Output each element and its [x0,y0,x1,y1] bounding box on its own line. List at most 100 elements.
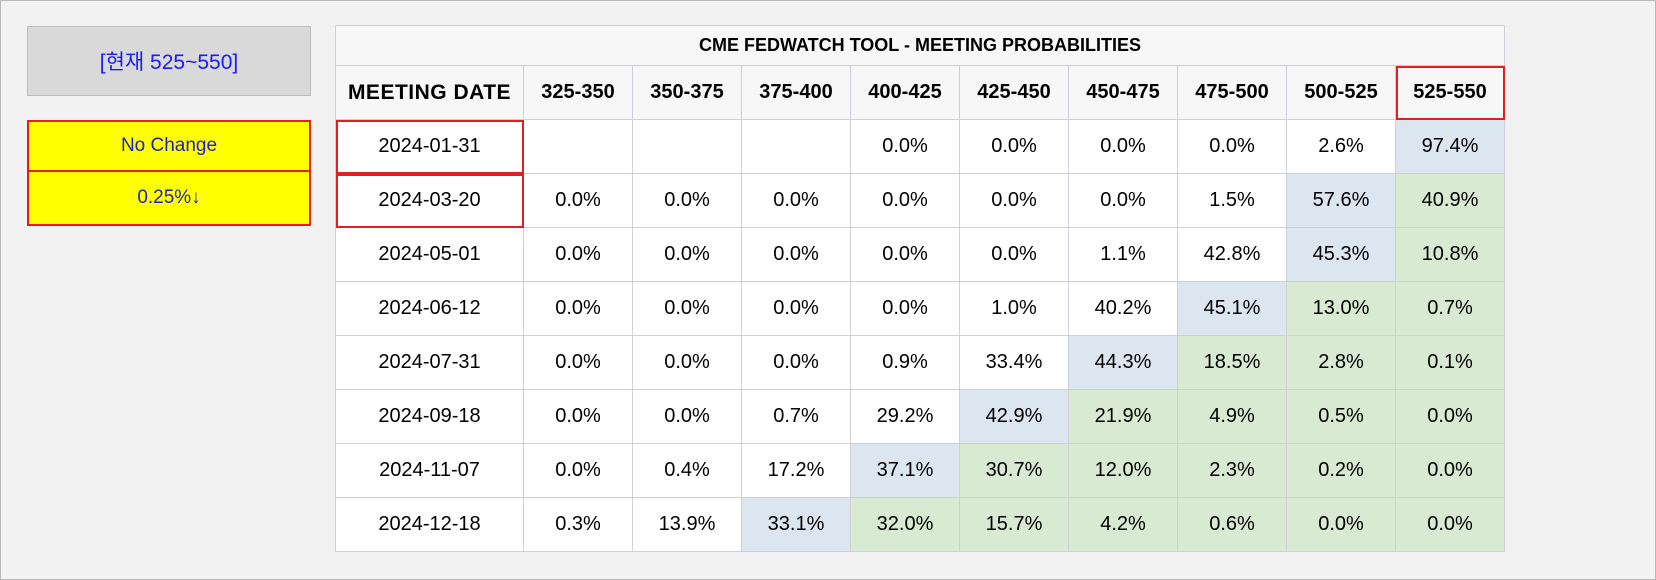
probability-cell: 0.0% [1395,497,1505,552]
probability-cell: 15.7% [959,497,1069,552]
rate-column-header: 525-550 [1395,65,1505,120]
probability-cell: 0.0% [850,281,960,336]
probability-cell: 0.6% [1177,497,1287,552]
probability-cell: 0.0% [850,119,960,174]
probability-cell: 0.0% [523,443,633,498]
probability-cell: 44.3% [1068,335,1178,390]
probability-cell: 0.0% [850,227,960,282]
probability-cell: 45.1% [1177,281,1287,336]
probability-cell: 0.0% [959,119,1069,174]
probability-cell: 0.2% [1286,443,1396,498]
probability-cell: 0.0% [1286,497,1396,552]
probability-cell: 33.1% [741,497,851,552]
legend-label: No Change [120,135,218,156]
probability-cell: 13.0% [1286,281,1396,336]
table-row: 2024-03-20 0.0% 0.0% 0.0% 0.0% 0.0% 0.0% 1.5% 57… [335,173,1505,228]
rate-column-header: 350-375 [632,65,742,120]
probability-cell: 0.0% [632,389,742,444]
probability-cell: 0.0% [1395,443,1505,498]
probability-cell: 2.8% [1286,335,1396,390]
probability-cell: 0.0% [741,281,851,336]
probability-cell: 40.9% [1395,173,1505,228]
probability-table-wrap: CME FEDWATCH TOOL - MEETING PROBABILITIE… [335,25,1505,552]
header-row: MEETING DATE 325-350 350-375 375-400 400-42… [335,65,1505,120]
meeting-date-cell: 2024-01-31 [335,119,524,174]
probability-cell: 0.0% [523,335,633,390]
probability-cell: 0.0% [523,389,633,444]
meeting-date-cell: 2024-11-07 [335,443,524,498]
probability-cell: 0.5% [1286,389,1396,444]
probability-cell: 40.2% [1068,281,1178,336]
rate-column-header: 500-525 [1286,65,1396,120]
probability-cell: 0.3% [523,497,633,552]
probability-cell: 1.0% [959,281,1069,336]
legend-cut-25: 0.25%↓ [27,172,311,226]
probability-cell: 0.0% [632,173,742,228]
probability-cell: 0.0% [523,227,633,282]
table-row: 2024-06-12 0.0% 0.0% 0.0% 0.0% 1.0% 40.2% 45.1%… [335,281,1505,336]
meeting-date-cell: 2024-05-01 [335,227,524,282]
probability-cell: 0.0% [523,173,633,228]
probability-cell [523,119,633,174]
probability-cell: 0.0% [741,227,851,282]
probability-cell: 32.0% [850,497,960,552]
probability-cell: 0.0% [632,335,742,390]
current-rate-box: [현재 525~550] [27,26,311,96]
rate-column-header: 325-350 [523,65,633,120]
probability-cell: 0.0% [959,227,1069,282]
current-rate-label: [현재 525~550] [99,51,239,74]
rate-column-header: 400-425 [850,65,960,120]
probability-table: CME FEDWATCH TOOL - MEETING PROBABILITIE… [335,25,1505,552]
table-row: 2024-01-31 0.0% 0.0% 0.0% 0.0% 2.6% 97.4% [335,119,1505,174]
probability-cell: 0.1% [1395,335,1505,390]
probability-cell [632,119,742,174]
probability-cell: 0.4% [632,443,742,498]
probability-cell: 42.8% [1177,227,1287,282]
table-row: 2024-12-18 0.3% 13.9% 33.1% 32.0% 15.7% 4.2% 0.… [335,497,1505,552]
probability-cell: 12.0% [1068,443,1178,498]
rate-column-header: 375-400 [741,65,851,120]
probability-cell: 45.3% [1286,227,1396,282]
probability-cell: 0.0% [741,173,851,228]
rate-column-header: 450-475 [1068,65,1178,120]
probability-cell: 0.0% [1068,119,1178,174]
probability-cell: 0.0% [959,173,1069,228]
probability-cell: 18.5% [1177,335,1287,390]
probability-cell: 0.0% [523,281,633,336]
rate-column-header: 475-500 [1177,65,1287,120]
probability-cell: 0.0% [741,335,851,390]
meeting-date-cell: 2024-12-18 [335,497,524,552]
probability-cell: 0.0% [850,173,960,228]
probability-cell: 57.6% [1286,173,1396,228]
probability-cell: 0.9% [850,335,960,390]
table-body: 2024-01-31 0.0% 0.0% 0.0% 0.0% 2.6% 97.4% 2024-… [335,119,1505,552]
meeting-date-cell: 2024-07-31 [335,335,524,390]
legend: No Change 0.25%↓ [27,120,311,226]
probability-cell: 1.1% [1068,227,1178,282]
table-row: 2024-07-31 0.0% 0.0% 0.0% 0.9% 33.4% 44.3% 18.5… [335,335,1505,390]
probability-cell: 33.4% [959,335,1069,390]
probability-cell: 4.2% [1068,497,1178,552]
table-row: 2024-11-07 0.0% 0.4% 17.2% 37.1% 30.7% 12.0% 2.… [335,443,1505,498]
table-row: 2024-09-18 0.0% 0.0% 0.7% 29.2% 42.9% 21.9% 4.9… [335,389,1505,444]
probability-cell: 0.7% [741,389,851,444]
meeting-date-cell: 2024-03-20 [335,173,524,228]
legend-label: 0.25%↓ [137,187,201,208]
probability-cell: 1.5% [1177,173,1287,228]
probability-cell: 29.2% [850,389,960,444]
probability-cell: 0.0% [632,281,742,336]
probability-cell: 0.0% [1068,173,1178,228]
table-row: 2024-05-01 0.0% 0.0% 0.0% 0.0% 0.0% 1.1% 42.8% 4… [335,227,1505,282]
rate-column-header: 425-450 [959,65,1069,120]
probability-cell: 13.9% [632,497,742,552]
probability-cell: 37.1% [850,443,960,498]
probability-cell: 10.8% [1395,227,1505,282]
probability-cell: 17.2% [741,443,851,498]
probability-cell: 21.9% [1068,389,1178,444]
probability-cell: 97.4% [1395,119,1505,174]
probability-cell: 0.7% [1395,281,1505,336]
legend-no-change: No Change [27,120,311,172]
probability-cell: 4.9% [1177,389,1287,444]
probability-cell: 0.0% [1395,389,1505,444]
